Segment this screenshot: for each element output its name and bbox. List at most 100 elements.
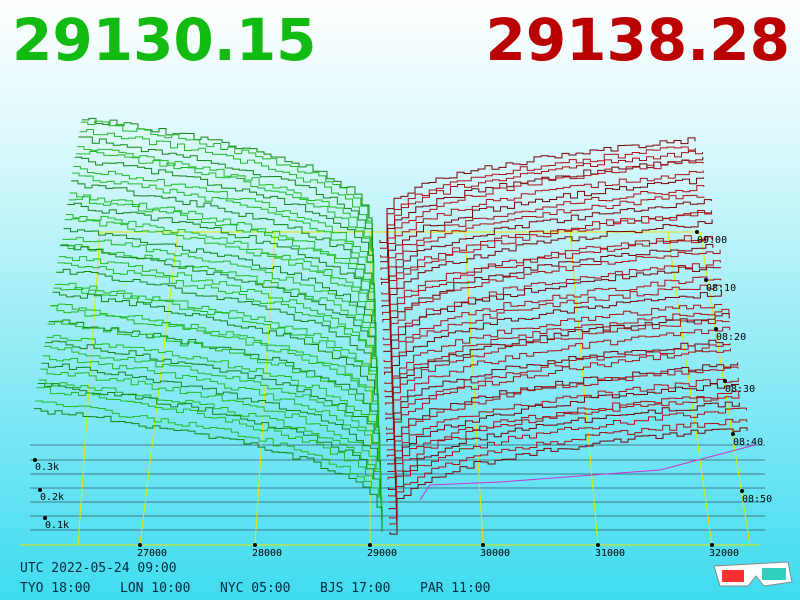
bid-depth-curve (78, 136, 374, 263)
price-gridline (254, 231, 276, 546)
bid-depth-curve (68, 196, 376, 323)
price-tick (368, 543, 372, 547)
ask-depth-curve (382, 211, 713, 323)
ask-depth-curve (385, 313, 730, 420)
time-tick (714, 327, 718, 331)
time-tick (695, 230, 699, 234)
time-label: 08:10 (706, 283, 736, 294)
ask-depth-curve (380, 170, 704, 280)
ask-depth-curve (384, 266, 722, 375)
ask-depth-curve (381, 199, 712, 308)
ask-depth-curve (388, 401, 740, 510)
price-gridline (464, 231, 484, 546)
bid-depth-curve (34, 408, 383, 532)
ask-depth-curve (380, 159, 704, 270)
bid-depth-curve (53, 287, 379, 413)
depth-label: 0.3k (35, 462, 59, 473)
price-label: 31000 (595, 548, 625, 559)
bid-depth-curve (61, 244, 377, 368)
glasses-cyan-lens (762, 568, 786, 580)
ask-front-curve (419, 444, 756, 501)
ask-depth-curve (383, 244, 714, 353)
bid-depth-curve (56, 268, 378, 398)
clock-label: LON 10:00 (120, 581, 190, 596)
bid-depth-curve (48, 319, 380, 443)
ask-depth-curve (384, 276, 722, 384)
ask-depth-curve (387, 366, 739, 473)
bid-depth-curve (52, 291, 379, 420)
bid-depth-curve (46, 334, 380, 458)
ask-depth-curve (386, 344, 731, 451)
ask-depth-curve (386, 326, 731, 435)
ask-depth-curve (380, 150, 704, 258)
depth-label: 0.1k (45, 520, 69, 531)
bid-depth-curve (41, 362, 381, 488)
price-tick (138, 543, 142, 547)
price-label: 29000 (367, 548, 397, 559)
utc-time: UTC 2022-05-24 09:00 (20, 561, 177, 576)
ask-depth-curve (379, 137, 696, 244)
bid-depth-curve (74, 156, 375, 285)
bid-depth-curve (69, 192, 376, 315)
bid-depth-curve (58, 256, 378, 383)
bid-depth-curve (37, 383, 382, 510)
depth-tick (43, 516, 47, 520)
ask-depth-curve (387, 383, 739, 490)
ask-depth-curve (388, 390, 740, 497)
bid-depth-curve (43, 345, 381, 473)
ask-depth-curve (382, 235, 713, 340)
ask-price: 29138.28 (485, 6, 790, 74)
axis-labels: 27000 28000 29000 30000 31000 32000 09:00 08:10… (33, 230, 772, 559)
time-label: 08:50 (742, 494, 772, 505)
clock-label: TYO 18:00 (20, 581, 90, 596)
time-label: 08:30 (725, 384, 755, 395)
ask-depth-curve (381, 177, 705, 285)
bid-depth-curve (72, 172, 375, 300)
time-label: 09:00 (697, 235, 727, 246)
bid-depth-curve (51, 303, 379, 428)
bid-depth-curve (75, 151, 374, 278)
clock-label: BJS 17:00 (320, 581, 390, 596)
time-label: 08:40 (733, 437, 763, 448)
price-tick (253, 543, 257, 547)
price-label: 32000 (709, 548, 739, 559)
ask-depth-curve (384, 290, 722, 398)
ask-depth-curve (382, 209, 713, 315)
ask-depth-curve (385, 303, 723, 405)
bid-depth-curve (35, 400, 383, 525)
time-tick (723, 379, 727, 383)
time-tick (740, 489, 744, 493)
bid-depth-curve (59, 245, 378, 375)
bid-depth-curve (42, 355, 381, 480)
bid-price: 29130.15 (12, 6, 317, 74)
depth-tick (33, 458, 37, 462)
3d-glasses-icon[interactable] (713, 561, 793, 587)
time-tick (731, 432, 735, 436)
left-edge (77, 231, 101, 546)
ask-depth-curve (383, 249, 721, 363)
price-gridline (569, 231, 599, 546)
ask-depth-curve (385, 308, 730, 415)
bid-depth-curve (80, 120, 373, 248)
bid-depth-curve (45, 340, 381, 465)
bid-depth-curve (67, 202, 376, 330)
bid-depth-curve (38, 379, 382, 503)
ask-depth-curve (389, 427, 748, 535)
ask-depth-curve (388, 394, 740, 503)
ask-depth-curve (381, 185, 705, 295)
bid-depth-curve (66, 214, 376, 338)
bid-depth-curve (57, 262, 378, 390)
clock-label: PAR 11:00 (420, 581, 490, 596)
bid-depth-curve (54, 282, 379, 405)
world-clocks: TYO 18:00 LON 10:00 NYC 05:00 BJS 17:00 PAR … (20, 581, 490, 596)
bid-depth-curve (63, 228, 377, 353)
bid-depth-curve (64, 218, 377, 345)
ask-depth-curve (385, 319, 730, 430)
ask-depth-curve (388, 407, 747, 519)
bid-depth-curve (82, 117, 373, 240)
glasses-red-lens (722, 570, 744, 582)
ask-depth-curve (382, 219, 713, 331)
